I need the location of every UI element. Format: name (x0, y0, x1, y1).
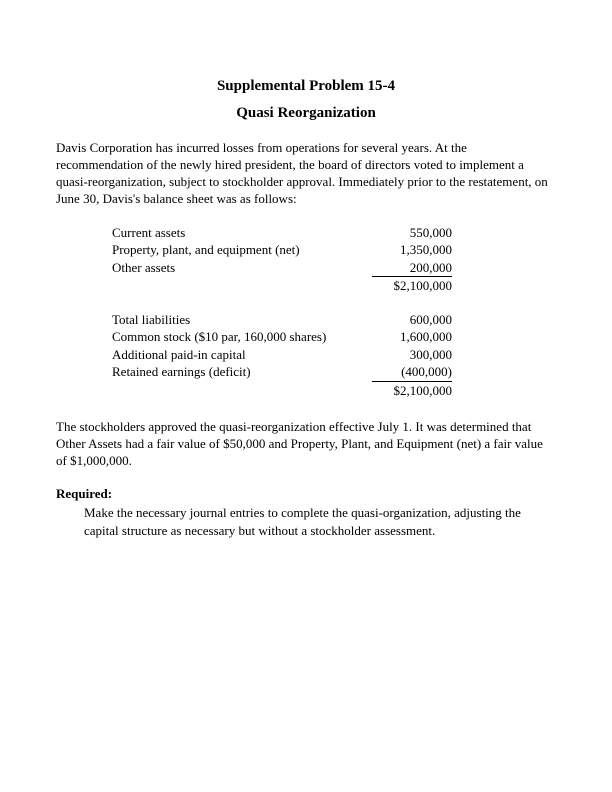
liab-label: Common stock ($10 par, 160,000 shares) (112, 328, 372, 346)
table-row: Other assets 200,000 (112, 259, 556, 278)
mid-paragraph: The stockholders approved the quasi-reor… (56, 419, 556, 470)
table-row: Property, plant, and equipment (net) 1,3… (112, 241, 556, 259)
asset-label: Other assets (112, 259, 372, 278)
balance-sheet: Current assets 550,000 Property, plant, … (112, 224, 556, 400)
table-row: Additional paid-in capital 300,000 (112, 346, 556, 364)
liab-label: Total liabilities (112, 311, 372, 329)
blank-label (112, 382, 372, 400)
blank-label (112, 277, 372, 295)
table-row: Total liabilities 600,000 (112, 311, 556, 329)
intro-paragraph: Davis Corporation has incurred losses fr… (56, 140, 556, 208)
table-row: Current assets 550,000 (112, 224, 556, 242)
liab-value: 1,600,000 (372, 328, 452, 346)
asset-label: Current assets (112, 224, 372, 242)
problem-subtitle: Quasi Reorganization (56, 105, 556, 122)
asset-label: Property, plant, and equipment (net) (112, 241, 372, 259)
asset-value: 1,350,000 (372, 241, 452, 259)
liab-label: Retained earnings (deficit) (112, 363, 372, 382)
table-row: $2,100,000 (112, 382, 556, 400)
table-row: Common stock ($10 par, 160,000 shares) 1… (112, 328, 556, 346)
liab-value: 300,000 (372, 346, 452, 364)
table-row: Retained earnings (deficit) (400,000) (112, 363, 556, 382)
page-container: Supplemental Problem 15-4 Quasi Reorgani… (0, 0, 612, 595)
asset-value: 550,000 (372, 224, 452, 242)
required-body: Make the necessary journal entries to co… (84, 504, 556, 539)
liab-value: (400,000) (372, 363, 452, 382)
assets-total: $2,100,000 (372, 277, 452, 295)
liab-label: Additional paid-in capital (112, 346, 372, 364)
liab-total: $2,100,000 (372, 382, 452, 400)
required-heading: Required: (56, 486, 556, 502)
liab-value: 600,000 (372, 311, 452, 329)
problem-title: Supplemental Problem 15-4 (56, 78, 556, 95)
section-spacer (112, 295, 556, 311)
table-row: $2,100,000 (112, 277, 556, 295)
asset-value: 200,000 (372, 259, 452, 278)
